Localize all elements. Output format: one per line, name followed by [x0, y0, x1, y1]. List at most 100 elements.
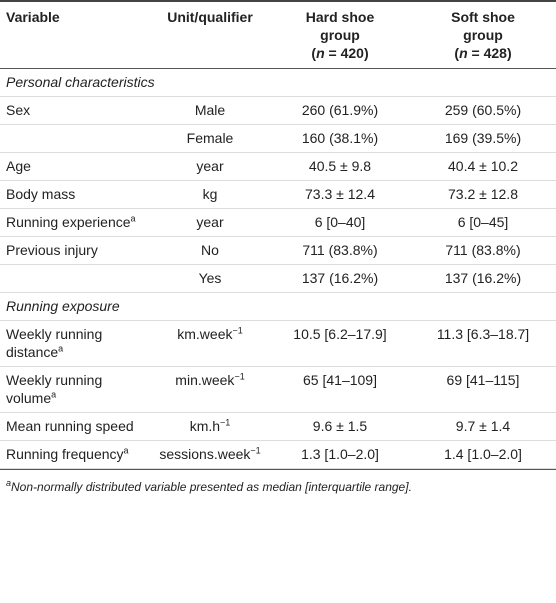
value-text: 160 (38.1%) — [301, 130, 379, 146]
unit-exponent: −1 — [220, 417, 231, 428]
soft-cell: 40.4 ± 10.2 — [410, 152, 556, 181]
variable-text: Weekly running volume — [6, 372, 103, 406]
variable-text: Running frequency — [6, 446, 124, 462]
group-name: Soft shoe group — [451, 9, 515, 43]
n-symbol: n — [459, 45, 468, 61]
value-text: 11.3 [6.3–18.7] — [436, 326, 530, 342]
data-row: Mean running speed km.h−1 9.6 ± 1.5 9.7 ± 1… — [0, 412, 556, 441]
header-cell: Hard shoe group (n = 420) — [270, 0, 410, 69]
n-open: ( — [454, 45, 460, 61]
data-row: Sex Male 260 (61.9%) 259 (60.5%) — [0, 96, 556, 125]
unit-text: kg — [202, 186, 218, 202]
variable-cell: Age — [0, 152, 150, 181]
soft-cell: 6 [0–45] — [410, 208, 556, 237]
variable-cell: Body mass — [0, 180, 150, 209]
section-cell: Running exposure — [0, 292, 270, 321]
soft-cell: 169 (39.5%) — [410, 124, 556, 153]
n-rest: = 420) — [324, 45, 369, 61]
variable-cell — [0, 264, 150, 293]
data-row: Weekly running distancea km.week−1 10.5 [6… — [0, 320, 556, 367]
value-text: 73.2 ± 12.8 — [448, 186, 518, 202]
value-text: 40.5 ± 9.8 — [308, 158, 372, 174]
table-body: Personal characteristics Sex Male 260 (61.9… — [0, 68, 556, 469]
unit-text: Yes — [198, 270, 222, 286]
unit-cell: km.h−1 — [150, 412, 270, 441]
hard-cell: 9.6 ± 1.5 — [270, 412, 410, 441]
header-text: Unit/qualifier — [167, 9, 253, 25]
value-text: 1.3 [1.0–2.0] — [301, 446, 379, 462]
value-text: 137 (16.2%) — [444, 270, 522, 286]
value-text: 259 (60.5%) — [444, 102, 522, 118]
unit-exponent: −1 — [234, 371, 245, 382]
unit-cell: km.week−1 — [150, 320, 270, 367]
value-text: 9.6 ± 1.5 — [312, 418, 368, 434]
value-text: 6 [0–40] — [314, 214, 366, 230]
empty-cell — [270, 292, 410, 321]
value-text: 137 (16.2%) — [301, 270, 379, 286]
unit-cell: min.week−1 — [150, 366, 270, 413]
footnote-marker: a — [130, 213, 136, 224]
unit-text: km.h — [189, 418, 221, 434]
unit-text: km.week — [177, 326, 233, 342]
variable-cell: Weekly running distancea — [0, 320, 150, 367]
hard-cell: 1.3 [1.0–2.0] — [270, 440, 410, 469]
soft-cell: 9.7 ± 1.4 — [410, 412, 556, 441]
unit-cell: No — [150, 236, 270, 265]
footnote-text: Non-normally distributed variable presen… — [11, 480, 412, 494]
footnote-marker: a — [51, 389, 57, 400]
footnote-marker: a — [123, 445, 129, 456]
footnote-marker: a — [58, 343, 64, 354]
unit-text: year — [196, 214, 224, 230]
value-text: 169 (39.5%) — [444, 130, 522, 146]
unit-cell: kg — [150, 180, 270, 209]
value-text: 711 (83.8%) — [302, 242, 378, 258]
footnote: aNon-normally distributed variable prese… — [0, 469, 556, 504]
header-row: Variable Unit/qualifier Hard shoe group (n … — [0, 0, 556, 69]
unit-text: min.week — [175, 372, 235, 388]
variable-cell: Previous injury — [0, 236, 150, 265]
soft-cell: 137 (16.2%) — [410, 264, 556, 293]
variable-cell: Mean running speed — [0, 412, 150, 441]
value-text: 65 [41–109] — [303, 372, 377, 388]
hard-cell: 10.5 [6.2–17.9] — [270, 320, 410, 367]
unit-text: sessions.week — [159, 446, 251, 462]
hard-cell: 260 (61.9%) — [270, 96, 410, 125]
variable-text: Age — [6, 158, 31, 174]
data-row: Yes 137 (16.2%) 137 (16.2%) — [0, 264, 556, 293]
data-row: Age year 40.5 ± 9.8 40.4 ± 10.2 — [0, 152, 556, 181]
data-row: Running frequencya sessions.week−1 1.3 [1.… — [0, 440, 556, 469]
data-row: Weekly running volumea min.week−1 65 [41–1… — [0, 366, 556, 413]
value-text: 10.5 [6.2–17.9] — [293, 326, 387, 342]
group-name: Hard shoe group — [305, 9, 375, 43]
footnote-marker: a — [6, 478, 12, 488]
unit-exponent: −1 — [232, 325, 243, 336]
value-text: 6 [0–45] — [457, 214, 509, 230]
value-text: 1.4 [1.0–2.0] — [444, 446, 522, 462]
unit-text: year — [196, 158, 224, 174]
value-text: 711 (83.8%) — [445, 242, 521, 258]
unit-cell: Male — [150, 96, 270, 125]
empty-cell — [270, 68, 410, 97]
soft-cell: 11.3 [6.3–18.7] — [410, 320, 556, 367]
variable-cell: Weekly running volumea — [0, 366, 150, 413]
variable-text: Mean running speed — [6, 418, 134, 434]
section-row: Personal characteristics — [0, 68, 556, 97]
unit-cell: year — [150, 152, 270, 181]
variable-cell: Running frequencya — [0, 440, 150, 469]
data-row: Previous injury No 711 (83.8%) 711 (83.8%) — [0, 236, 556, 265]
variable-text: Sex — [6, 102, 31, 118]
soft-cell: 259 (60.5%) — [410, 96, 556, 125]
variable-text: Body mass — [6, 186, 76, 202]
hard-cell: 65 [41–109] — [270, 366, 410, 413]
hard-cell: 6 [0–40] — [270, 208, 410, 237]
header-text: Variable — [6, 9, 60, 25]
value-text: 69 [41–115] — [446, 372, 520, 388]
variable-text: Previous injury — [6, 242, 98, 258]
variable-text: Weekly running distance — [6, 326, 103, 360]
section-title: Running exposure — [6, 298, 120, 314]
variable-text: Running experience — [6, 214, 131, 230]
unit-text: Male — [194, 102, 226, 118]
data-row: Running experiencea year 6 [0–40] 6 [0–45] — [0, 208, 556, 237]
header-cell: Unit/qualifier — [150, 0, 270, 69]
